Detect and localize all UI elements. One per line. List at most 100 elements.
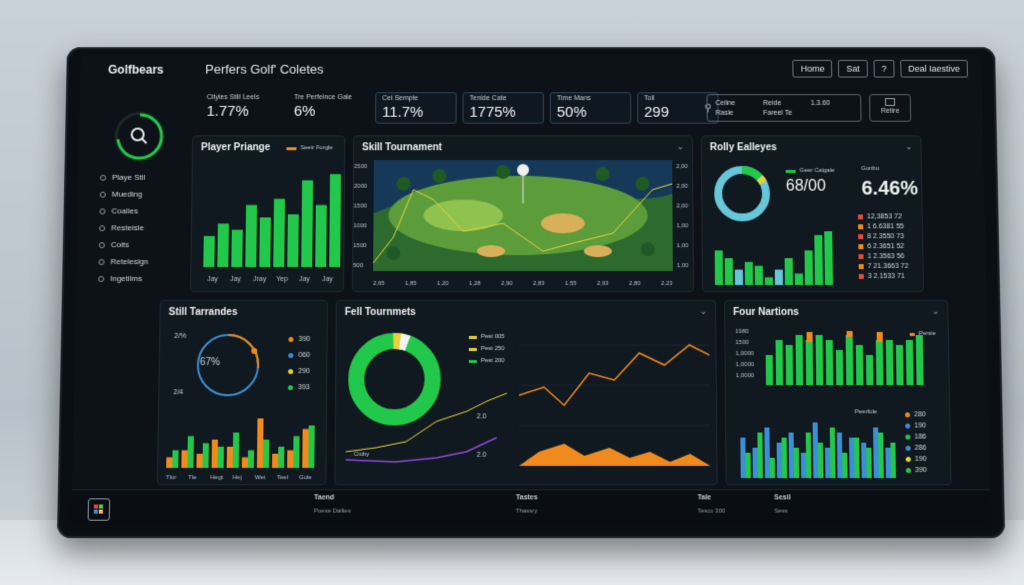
still-bar-green — [172, 450, 178, 468]
rolly-bar — [795, 273, 803, 285]
home-button[interactable]: Home — [793, 60, 833, 78]
y-tick-label: 1,00 — [677, 223, 689, 229]
x-tick-label: Teel — [277, 475, 288, 481]
still-bar-orange — [287, 450, 293, 468]
tablet-device: Golfbears Perfers Golf' Coletes Home Sat… — [57, 47, 1005, 538]
stat-card[interactable]: Time Mans 50% — [550, 92, 631, 123]
bottom-column[interactable]: Sesil Sess — [774, 494, 791, 514]
x-tick-label: 1,28 — [469, 281, 481, 287]
x-tick-label: 2,83 — [533, 281, 545, 287]
four-top-bar — [896, 345, 904, 385]
sidebar-item-playe-stil[interactable]: Playe Stil — [100, 169, 190, 186]
heart-icon — [858, 244, 863, 249]
bottom-bar: Taend Poese Dallies Tastes Thassry Tale Tes… — [71, 489, 990, 526]
sidebar-item-retelesign[interactable]: Retelesign — [98, 253, 188, 270]
chevron-down-icon[interactable]: ⌄ — [700, 306, 708, 317]
rolly-bar — [725, 258, 733, 285]
legend-dot — [905, 435, 910, 440]
y-tick-label: 1500 — [735, 340, 754, 351]
four-top-bar — [826, 340, 834, 385]
sidebar-item-coits[interactable]: Coits — [99, 236, 189, 253]
sidebar-item-mueding[interactable]: Mueding — [100, 186, 190, 203]
panel-title: Four Nartions — [733, 307, 799, 318]
list-icon — [99, 208, 105, 214]
player-bar — [203, 236, 214, 267]
golf-course-chart: 250020001500100015005002,002,002,001,001… — [353, 154, 695, 293]
golf-flag-icon — [100, 174, 106, 180]
stat-value: 1.77% — [206, 103, 276, 120]
list-item: 1 2.3563 56 — [858, 251, 908, 261]
heart-icon — [858, 234, 863, 239]
legend-label: Pest 005 — [481, 334, 505, 340]
sidebar-item-resteisle[interactable]: Resteisle — [99, 219, 189, 236]
four-y-axis: 1980 1500 1,0000 1,0000 1,0000 — [735, 329, 754, 384]
four-top-bar — [806, 340, 814, 385]
sand-bunker — [584, 245, 612, 257]
chevron-down-icon[interactable]: ⌄ — [677, 141, 685, 152]
windows-logo-icon[interactable] — [88, 498, 111, 520]
stat-card[interactable]: Tenide Cate 1775% — [463, 92, 544, 123]
rolly-value: 68/00 — [786, 178, 826, 196]
chevron-down-icon[interactable]: ⌄ — [905, 141, 913, 152]
list-item: 280 — [905, 409, 926, 420]
four-bottom-bar-green — [782, 438, 787, 478]
bottom-column[interactable]: Tale Tesco 300 — [697, 494, 725, 514]
page-title: Perfers Golf' Coletes — [205, 62, 324, 77]
chevron-down-icon[interactable]: ⌄ — [932, 306, 940, 317]
still-bar-orange — [181, 450, 187, 468]
x-tick-label: Jay — [299, 276, 310, 283]
sidebar-item-label: Retelesign — [110, 257, 148, 266]
sidebar-item-coalies[interactable]: Coalies — [99, 203, 189, 220]
deal-button[interactable]: Deal Iaestive — [900, 60, 968, 78]
still-top-label: 2/% — [174, 333, 186, 340]
still-bar-green — [187, 436, 194, 468]
list-item: 190 — [906, 454, 927, 465]
settings-icon — [99, 225, 105, 231]
list-item-text: 12,3853 72 — [867, 213, 902, 220]
stat-card[interactable]: Cei Semple 11.7% — [375, 92, 457, 123]
still-bar-green — [263, 440, 269, 468]
retire-button[interactable]: Retire — [869, 94, 911, 121]
chart-icon — [100, 191, 106, 197]
x-tick-label: Jay — [207, 276, 218, 283]
stat-label: Toll — [644, 95, 711, 102]
four-top-bar — [906, 340, 914, 385]
legend-swatch — [469, 335, 477, 338]
bottom-column[interactable]: Tastes Thassry — [516, 494, 538, 514]
bottom-column[interactable]: Taend Poese Dallies — [314, 494, 351, 514]
legend: Geer Caigale — [786, 168, 835, 174]
four-top-bar-orange — [847, 331, 853, 337]
heart-icon — [858, 224, 863, 229]
still-bar-orange — [166, 457, 172, 468]
promo-box[interactable]: Celine Reide 1.3.60 Rasie Fareel Te — [706, 94, 861, 121]
list-item-text: 8 2.3550 73 — [867, 233, 904, 240]
legend-label: Seeir Forgle — [300, 145, 333, 151]
legend-item: 390 — [288, 331, 310, 347]
stat-label: Tenide Cate — [470, 95, 537, 102]
sat-button[interactable]: Sat — [838, 60, 867, 78]
still-bar-green — [202, 443, 208, 468]
sidebar-item-ingetilms[interactable]: Ingetilms — [98, 270, 188, 287]
x-tick-label: Wet — [255, 475, 266, 481]
still-bar-orange — [242, 457, 248, 468]
legend-label: Pest 200 — [481, 358, 505, 364]
list-item-text: 3 2.1533 71 — [868, 273, 905, 280]
y-tick-label: 2,00 — [676, 184, 688, 190]
legend-swatch — [469, 360, 477, 363]
rolly-bar — [775, 270, 783, 285]
search-ring[interactable] — [114, 112, 165, 161]
list-item-text: 1 6.6381 55 — [867, 223, 904, 230]
four-top-bar — [776, 340, 784, 385]
list-item-text: 1 2.3563 56 — [867, 253, 904, 260]
tree — [386, 246, 400, 260]
help-button[interactable]: ? — [873, 60, 894, 78]
four-bottom-bar-green — [830, 427, 836, 478]
x-tick-label: Hej — [233, 475, 242, 481]
heart-icon — [859, 274, 864, 279]
stat-card: Tre Perfeince Gale 6% — [288, 92, 370, 123]
stat-label: Cityles Still Leels — [207, 94, 276, 101]
four-bottom-bar-green — [854, 438, 860, 478]
list-item: 6 2.3651 52 — [858, 241, 908, 251]
list-item-text: 390 — [915, 467, 927, 474]
still-bar-orange — [257, 418, 264, 468]
